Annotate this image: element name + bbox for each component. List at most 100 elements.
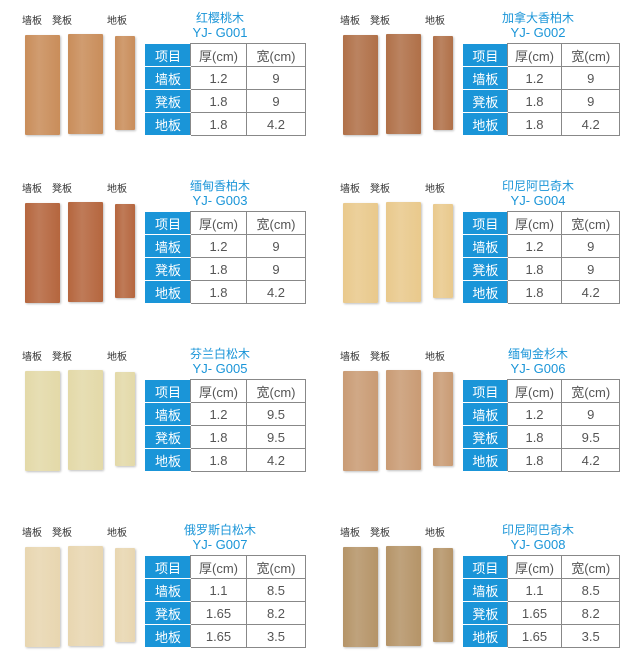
width-value: 8.5 — [561, 578, 620, 602]
row-label: 凳板 — [145, 601, 191, 625]
floor-board-image — [115, 36, 135, 130]
row-label: 凳板 — [463, 425, 508, 449]
floor-board-image — [115, 372, 135, 466]
thickness-value: 1.2 — [190, 234, 247, 258]
wall-board-image — [343, 203, 378, 303]
thickness-value: 1.8 — [506, 448, 563, 472]
width-value: 4.2 — [246, 112, 306, 136]
board-label: 地板 — [107, 528, 127, 539]
table-row: 凳板 1.8 9 — [463, 89, 620, 113]
board-label: 墙板 — [22, 16, 42, 27]
row-label: 凳板 — [463, 89, 508, 113]
product-name: 加拿大香柏木 — [501, 11, 574, 25]
floor-board-image — [433, 36, 453, 130]
thickness-value: 1.1 — [190, 578, 247, 602]
board-label: 凳板 — [370, 184, 390, 195]
row-label: 墙板 — [145, 234, 191, 258]
floor-board-image — [433, 204, 453, 298]
board-label: 凳板 — [52, 352, 72, 363]
board-label: 凳板 — [52, 184, 72, 195]
table-row: 地板 1.8 4.2 — [145, 448, 306, 472]
header-thickness: 厚(cm) — [190, 211, 247, 235]
thickness-value: 1.8 — [190, 280, 247, 304]
thickness-value: 1.8 — [190, 448, 247, 472]
width-value: 3.5 — [561, 624, 620, 648]
width-value: 9 — [561, 89, 620, 113]
thickness-value: 1.65 — [506, 601, 563, 625]
thickness-value: 1.8 — [506, 280, 563, 304]
board-label: 凳板 — [52, 16, 72, 27]
wall-board-image — [25, 203, 60, 303]
thickness-value: 1.8 — [506, 89, 563, 113]
spec-table: 项目 厚(cm) 宽(cm) 墙板 1.2 9 凳板 1.8 9 地板 1.8 4.2 — [145, 43, 306, 136]
spec-table: 项目 厚(cm) 宽(cm) 墙板 1.1 8.5 凳板 1.65 8.2 地板 1.65 3.5 — [463, 555, 620, 648]
board-label: 墙板 — [340, 16, 360, 27]
product-card: 墙板 凳板 地板 加拿大香柏木 YJ- G002 项目 厚(cm) 宽(cm) 墙板 1.2 9 凳板… — [310, 2, 620, 162]
board-label: 墙板 — [340, 184, 360, 195]
table-row: 凳板 1.8 9 — [145, 89, 306, 113]
header-thickness: 厚(cm) — [506, 211, 563, 235]
row-label: 凳板 — [145, 257, 191, 281]
product-code: YJ- G005 — [192, 361, 248, 376]
product-code: YJ- G008 — [510, 537, 566, 552]
header-thickness: 厚(cm) — [190, 379, 247, 403]
product-name: 缅甸香柏木 — [189, 179, 250, 193]
thickness-value: 1.2 — [506, 402, 563, 426]
board-label: 地板 — [425, 16, 445, 27]
width-value: 9 — [246, 89, 306, 113]
board-label: 凳板 — [370, 528, 390, 539]
row-label: 凳板 — [145, 89, 191, 113]
row-label: 地板 — [145, 112, 191, 136]
thickness-value: 1.8 — [506, 112, 563, 136]
width-value: 9 — [561, 257, 620, 281]
product-card: 墙板 凳板 地板 缅甸金杉木 YJ- G006 项目 厚(cm) 宽(cm) 墙板 1.2 9 凳板 1… — [310, 338, 620, 498]
thickness-value: 1.8 — [506, 257, 563, 281]
table-row: 凳板 1.8 9.5 — [463, 425, 620, 449]
product-name: 红樱桃木 — [195, 11, 244, 25]
bench-board-image — [386, 546, 421, 646]
spec-table: 项目 厚(cm) 宽(cm) 墙板 1.1 8.5 凳板 1.65 8.2 地板 1.65 3.5 — [145, 555, 306, 648]
thickness-value: 1.8 — [190, 112, 247, 136]
width-value: 9 — [246, 234, 306, 258]
product-name: 印尼阿巴奇木 — [501, 523, 574, 537]
wall-board-image — [343, 371, 378, 471]
table-row: 墙板 1.2 9 — [463, 402, 620, 426]
thickness-value: 1.2 — [506, 234, 563, 258]
width-value: 8.2 — [246, 601, 306, 625]
width-value: 4.2 — [561, 280, 620, 304]
thickness-value: 1.2 — [190, 402, 247, 426]
product-name: 俄罗斯白松木 — [183, 523, 256, 537]
header-width: 宽(cm) — [246, 379, 306, 403]
table-row: 地板 1.65 3.5 — [463, 624, 620, 648]
header-item: 项目 — [463, 555, 508, 579]
header-item: 项目 — [145, 379, 191, 403]
board-label: 墙板 — [22, 352, 42, 363]
table-row: 地板 1.8 4.2 — [145, 280, 306, 304]
row-label: 地板 — [463, 624, 508, 648]
board-label: 墙板 — [22, 528, 42, 539]
table-row: 墙板 1.2 9 — [463, 234, 620, 258]
header-width: 宽(cm) — [246, 555, 306, 579]
width-value: 9 — [561, 234, 620, 258]
board-label: 凳板 — [370, 352, 390, 363]
row-label: 墙板 — [145, 578, 191, 602]
product-card: 墙板 凳板 地板 缅甸香柏木 YJ- G003 项目 厚(cm) 宽(cm) 墙板 1.2 9 凳板 1… — [0, 170, 310, 330]
floor-board-image — [433, 548, 453, 642]
width-value: 9.5 — [561, 425, 620, 449]
header-width: 宽(cm) — [246, 211, 306, 235]
width-value: 4.2 — [561, 112, 620, 136]
table-header-row: 项目 厚(cm) 宽(cm) — [145, 555, 306, 579]
table-row: 墙板 1.2 9 — [145, 234, 306, 258]
table-row: 凳板 1.65 8.2 — [463, 601, 620, 625]
header-thickness: 厚(cm) — [506, 379, 563, 403]
header-width: 宽(cm) — [561, 211, 620, 235]
table-row: 墙板 1.2 9 — [463, 66, 620, 90]
board-label: 地板 — [425, 352, 445, 363]
width-value: 9 — [246, 257, 306, 281]
header-width: 宽(cm) — [561, 43, 620, 67]
floor-board-image — [433, 372, 453, 466]
header-thickness: 厚(cm) — [190, 555, 247, 579]
row-label: 地板 — [463, 112, 508, 136]
product-code: YJ- G006 — [510, 361, 566, 376]
